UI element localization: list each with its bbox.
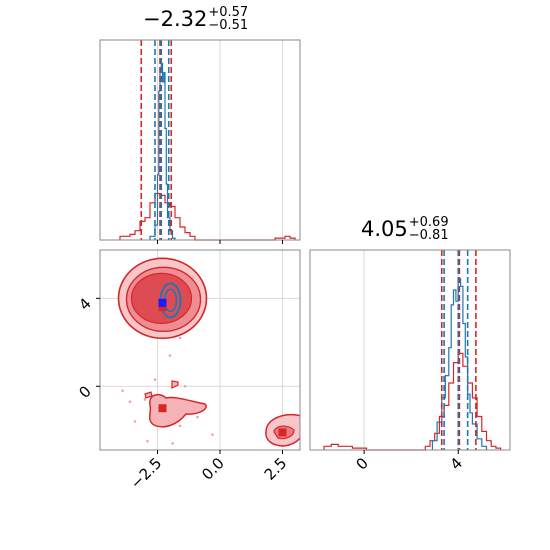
sample-point bbox=[178, 336, 182, 340]
joint-param-1-param-2 bbox=[96, 249, 301, 454]
y-tick-label-param-2: 4 bbox=[75, 294, 94, 313]
sample-point bbox=[211, 433, 214, 436]
x-tick-label-param-1: −2.5 bbox=[127, 454, 165, 492]
sample-point bbox=[121, 389, 124, 392]
sample-point bbox=[143, 398, 147, 401]
x-tick-label-param-1: 0.0 bbox=[198, 454, 228, 484]
marginal-param-2 bbox=[309, 249, 511, 454]
title-param-1: −2.32 +0.57 −0.51 bbox=[143, 6, 248, 32]
title-param-2: 4.05 +0.69 −0.81 bbox=[361, 216, 449, 242]
title-param-2-minus: −0.81 bbox=[408, 228, 449, 243]
sample-point bbox=[133, 420, 137, 423]
marker-red bbox=[158, 303, 167, 312]
sample-point bbox=[178, 424, 182, 428]
title-param-1-plus: +0.57 bbox=[208, 5, 249, 20]
axes-frame bbox=[99, 249, 301, 451]
marker-red bbox=[158, 404, 167, 413]
sample-point bbox=[146, 439, 149, 443]
contour-red-small bbox=[171, 380, 179, 389]
x-tick-label-param-1: 2.5 bbox=[261, 454, 291, 484]
axes-frame bbox=[309, 249, 511, 451]
histogram-blue-param-1 bbox=[149, 62, 176, 240]
histogram-red-param-1 bbox=[119, 192, 296, 241]
sample-point bbox=[196, 415, 199, 419]
contour-red-small bbox=[144, 391, 153, 399]
axes-frame bbox=[99, 39, 301, 241]
sample-point bbox=[171, 442, 174, 445]
x-tick-label-param-2: 4 bbox=[447, 454, 466, 473]
marker-blue bbox=[158, 298, 167, 307]
x-tick-label-param-2: 0 bbox=[352, 454, 371, 473]
marginal-param-1 bbox=[99, 39, 301, 244]
title-param-2-value: 4.05 bbox=[361, 217, 408, 241]
title-param-1-value: −2.32 bbox=[143, 7, 208, 31]
sample-point bbox=[128, 400, 132, 403]
sample-point bbox=[153, 378, 157, 381]
title-param-2-plus: +0.69 bbox=[408, 215, 449, 230]
sample-point bbox=[168, 354, 172, 357]
marker-red bbox=[278, 428, 287, 437]
histogram-red-param-2 bbox=[323, 352, 502, 451]
y-tick-label-param-2: 0 bbox=[75, 382, 94, 401]
title-param-1-minus: −0.51 bbox=[208, 18, 249, 33]
sample-point bbox=[183, 384, 187, 388]
contour-red-secondary bbox=[148, 393, 207, 428]
